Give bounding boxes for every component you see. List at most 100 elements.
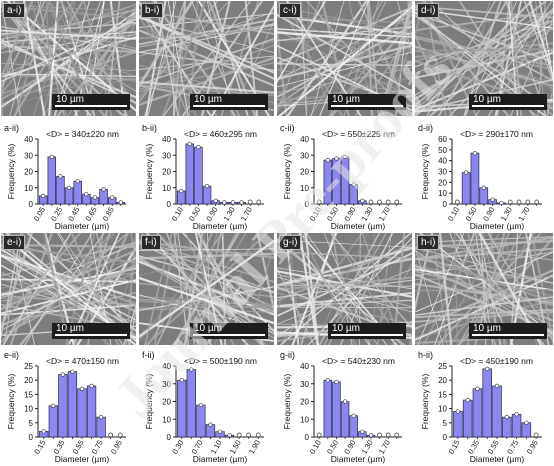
data-marker xyxy=(110,195,115,200)
mean-diameter-annotation: <D> = 290±170 nm xyxy=(460,129,533,139)
data-marker xyxy=(204,184,210,189)
data-marker xyxy=(334,379,339,385)
mean-diameter-annotation: <D> = 540±230 nm xyxy=(322,356,395,366)
data-marker xyxy=(325,158,330,163)
sem-image-a: a-i) 10 µm xyxy=(1,1,136,116)
y-tick-label: 20 xyxy=(300,168,309,177)
y-tick-label: 15 xyxy=(24,390,33,399)
y-tick-label: 50 xyxy=(438,146,447,155)
data-marker xyxy=(533,432,539,438)
histogram-f: f-ii) <D> = 500±190 nm 0 10 20 30 40 Frequency … xyxy=(142,350,264,464)
y-tick-label: 0 xyxy=(167,433,172,442)
y-axis-label: Frequency (%) xyxy=(282,143,292,199)
sem-image-label: f-i) xyxy=(141,235,161,250)
panel-label: a-ii) xyxy=(4,123,19,133)
data-marker xyxy=(51,403,56,408)
data-marker xyxy=(222,200,227,205)
panel-label: c-ii) xyxy=(280,123,295,133)
y-tick-label: 15 xyxy=(438,390,447,399)
y-axis-label: Frequency (%) xyxy=(420,143,430,199)
data-marker xyxy=(316,199,322,205)
data-marker xyxy=(256,199,262,205)
y-axis-label: Frequency (%) xyxy=(144,373,154,429)
data-marker xyxy=(247,199,253,205)
panel-label: h-ii) xyxy=(418,350,433,360)
data-marker xyxy=(342,154,348,159)
data-marker xyxy=(377,199,382,205)
y-tick-label: 40 xyxy=(300,135,309,144)
data-marker xyxy=(255,432,261,438)
histogram-bar xyxy=(58,374,68,438)
histogram-bar xyxy=(340,156,350,205)
histogram-bar xyxy=(64,187,74,205)
histogram-bar xyxy=(332,158,341,205)
panel-label: d-ii) xyxy=(418,123,433,133)
x-axis-label: Diameter (µm) xyxy=(55,454,110,464)
x-tick-label: 0.15 xyxy=(32,439,47,456)
data-marker xyxy=(464,170,469,175)
y-tick-label: 0 xyxy=(167,200,172,209)
data-marker xyxy=(246,432,252,438)
data-marker xyxy=(377,432,382,438)
data-marker xyxy=(49,154,54,159)
data-marker xyxy=(118,200,123,205)
y-tick-label: 0 xyxy=(305,433,310,442)
x-axis-label: Diameter (µm) xyxy=(193,221,248,231)
histogram-bar xyxy=(185,143,195,205)
y-tick-label: 0 xyxy=(443,200,448,209)
data-marker xyxy=(84,192,89,197)
y-tick-label: 40 xyxy=(300,362,309,371)
histogram-bar xyxy=(521,422,532,438)
scale-bar: 10 µm xyxy=(469,323,547,339)
x-tick-label: 0.10 xyxy=(308,206,323,223)
sem-image-b: b-i) 10 µm xyxy=(139,1,274,116)
histogram-g: g-ii) <D> = 540±230 nm 0 10 20 30 40 Frequency … xyxy=(280,350,402,464)
x-axis-label: Diameter (µm) xyxy=(331,454,386,464)
y-tick-label: 20 xyxy=(24,376,33,385)
y-axis-label: Frequency (%) xyxy=(282,373,292,429)
data-marker xyxy=(101,187,106,192)
data-marker xyxy=(490,197,495,202)
scale-bar: 10 µm xyxy=(190,323,268,339)
y-tick-label: 20 xyxy=(438,376,447,385)
sem-image-label: g-i) xyxy=(279,235,302,250)
y-tick-label: 30 xyxy=(300,151,309,160)
scale-bar-label: 10 µm xyxy=(473,94,501,105)
sem-image-c: c-i) 10 µm xyxy=(277,1,412,116)
y-tick-label: 10 xyxy=(300,184,309,193)
histogram-bar xyxy=(196,404,206,438)
y-tick-label: 0 xyxy=(29,433,34,442)
histogram-bar xyxy=(323,379,333,438)
data-marker xyxy=(236,432,242,438)
data-marker xyxy=(70,369,75,374)
histogram-bar xyxy=(349,184,358,205)
sem-image-label: c-i) xyxy=(279,3,301,18)
data-marker xyxy=(75,179,80,184)
y-axis-label: Frequency (%) xyxy=(420,373,430,429)
data-marker xyxy=(334,156,339,161)
data-marker xyxy=(360,198,365,203)
y-tick-label: 20 xyxy=(24,168,33,177)
data-marker xyxy=(196,145,201,150)
x-axis-label: Diameter (µm) xyxy=(470,454,525,464)
scale-bar-label: 10 µm xyxy=(332,94,360,105)
x-axis-label: Diameter (µm) xyxy=(193,454,248,464)
y-tick-label: 40 xyxy=(438,157,447,166)
y-tick-label: 60 xyxy=(438,135,447,144)
sem-image-label: d-i) xyxy=(417,3,440,18)
histogram-bar xyxy=(99,189,108,205)
scale-bar-label: 10 µm xyxy=(194,94,222,105)
x-tick-label: 0.30 xyxy=(170,439,185,456)
y-axis-label: Frequency (%) xyxy=(6,373,16,429)
y-tick-label: 10 xyxy=(162,184,171,193)
y-tick-label: 5 xyxy=(29,419,34,428)
y-tick-label: 40 xyxy=(24,135,33,144)
data-marker xyxy=(454,199,460,205)
fiber-texture xyxy=(1,233,136,345)
data-marker xyxy=(117,432,123,438)
data-marker xyxy=(455,409,460,414)
data-marker xyxy=(475,386,480,391)
data-marker xyxy=(108,432,114,438)
data-marker xyxy=(524,420,529,425)
